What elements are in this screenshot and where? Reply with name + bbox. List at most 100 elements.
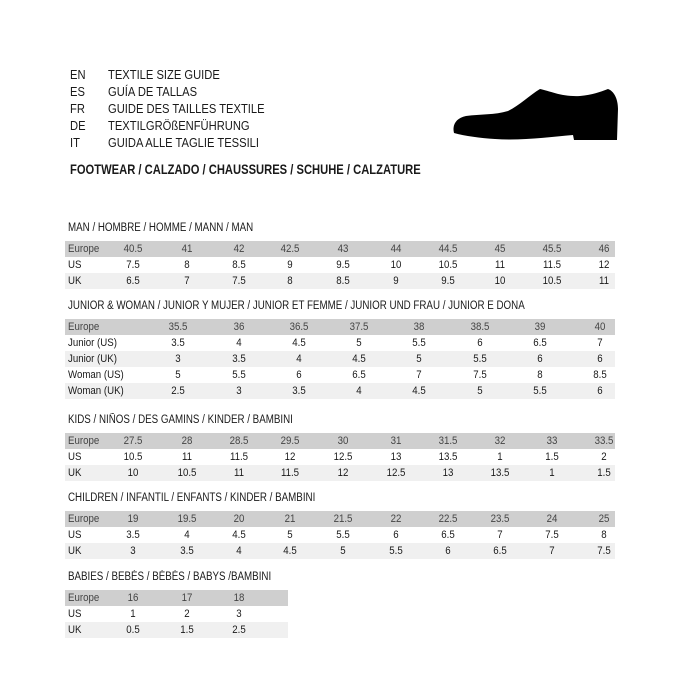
row-label: UK [68, 467, 82, 479]
row-label: Junior (US) [68, 337, 117, 349]
table-row: UK 0.5 1.5 2.5 [65, 622, 288, 638]
size-table-kids: Europe 27.5 28 28.5 29.5 30 31 31.5 32 33 33.5 US 10… [65, 433, 615, 481]
size-cell: 5.5 [412, 337, 426, 349]
size-cell: 3 [175, 353, 181, 365]
size-cell: 1.5 [545, 451, 559, 463]
language-code: ES [70, 84, 85, 99]
size-cell: 11.5 [229, 451, 249, 463]
size-cell: 7 [549, 545, 555, 557]
table-row: Woman (US) 5 5.5 6 6.5 7 7.5 8 8.5 [65, 367, 615, 383]
size-cell: 9.5 [441, 275, 455, 287]
size-cell: 46 [598, 243, 610, 255]
size-cell: 2 [184, 608, 190, 620]
size-cell: 45 [494, 243, 506, 255]
table-header-row: Europe 19 19.5 20 21 21.5 22 22.5 23.5 24 25 [65, 511, 615, 527]
table-header-row: Europe 40.5 41 42 42.5 43 44 44.5 45 45.5 46 [65, 241, 615, 257]
size-cell: 10 [494, 275, 506, 287]
size-cell: 12.5 [333, 451, 353, 463]
size-cell: 44 [390, 243, 402, 255]
size-cell: 19.5 [177, 513, 197, 525]
size-cell: 7 [416, 369, 422, 381]
size-cell: 4.5 [283, 545, 297, 557]
size-cell: 4 [296, 353, 302, 365]
row-label: Europe [68, 243, 100, 255]
size-cell: 40 [594, 321, 606, 333]
size-cell: 3.5 [180, 545, 194, 557]
size-cell: 40.5 [123, 243, 143, 255]
size-cell: 2.5 [232, 624, 246, 636]
size-cell: 10.5 [438, 259, 458, 271]
size-cell: 1 [130, 608, 136, 620]
size-cell: 28 [181, 435, 193, 447]
footwear-heading: FOOTWEAR / CALZADO / CHAUSSURES / SCHUHE… [70, 161, 421, 177]
size-cell: 5.5 [473, 353, 487, 365]
size-cell: 27.5 [123, 435, 143, 447]
size-cell: 36 [233, 321, 245, 333]
size-cell: 42 [233, 243, 245, 255]
size-cell: 10.5 [123, 451, 143, 463]
size-cell: 4 [356, 385, 362, 397]
row-label: Europe [68, 435, 100, 447]
size-cell: 6 [393, 529, 399, 541]
size-cell: 16 [127, 592, 139, 604]
size-cell: 6 [296, 369, 302, 381]
size-cell: 22 [390, 513, 402, 525]
row-label: Woman (US) [68, 369, 124, 381]
size-cell: 4 [236, 337, 242, 349]
size-cell: 7.5 [473, 369, 487, 381]
size-cell: 5 [477, 385, 483, 397]
section-title-man: MAN / HOMBRE / HOMME / MANN / MAN [68, 222, 254, 234]
size-cell: 24 [546, 513, 558, 525]
size-cell: 21.5 [333, 513, 353, 525]
size-cell: 5.5 [533, 385, 547, 397]
size-cell: 13 [442, 467, 454, 479]
size-cell: 3.5 [126, 529, 140, 541]
size-cell: 8 [287, 275, 293, 287]
size-cell: 8.5 [336, 275, 350, 287]
size-cell: 3.5 [171, 337, 185, 349]
size-cell: 2.5 [171, 385, 185, 397]
table-row: Junior (UK) 3 3.5 4 4.5 5 5.5 6 6 [65, 351, 615, 367]
size-cell: 1.5 [180, 624, 194, 636]
size-cell: 3 [236, 608, 242, 620]
size-cell: 7.5 [126, 259, 140, 271]
size-cell: 39 [534, 321, 546, 333]
size-cell: 9 [287, 259, 293, 271]
size-cell: 10.5 [542, 275, 562, 287]
size-cell: 4.5 [292, 337, 306, 349]
size-cell: 6 [445, 545, 451, 557]
size-cell: 4.5 [352, 353, 366, 365]
size-cell: 29.5 [280, 435, 300, 447]
size-cell: 2 [601, 451, 607, 463]
size-cell: 7 [184, 275, 190, 287]
section-title-kids: KIDS / NIÑOS / DES GAMINS / KINDER / BAM… [68, 414, 293, 426]
size-cell: 6.5 [493, 545, 507, 557]
size-cell: 30 [337, 435, 349, 447]
size-cell: 31.5 [438, 435, 458, 447]
size-cell: 12 [598, 259, 610, 271]
size-cell: 4 [184, 529, 190, 541]
table-row: US 7.5 8 8.5 9 9.5 10 10.5 11 11.5 12 [65, 257, 615, 273]
size-cell: 6.5 [352, 369, 366, 381]
size-cell: 36.5 [289, 321, 309, 333]
size-cell: 12 [284, 451, 296, 463]
size-cell: 17 [181, 592, 193, 604]
size-cell: 10 [127, 467, 139, 479]
table-row: US 3.5 4 4.5 5 5.5 6 6.5 7 7.5 8 [65, 527, 615, 543]
language-code: DE [70, 118, 86, 133]
size-cell: 13.5 [438, 451, 458, 463]
language-code: EN [70, 67, 86, 82]
section-title-junior-woman: JUNIOR & WOMAN / JUNIOR Y MUJER / JUNIOR… [68, 300, 525, 312]
size-table-babies: Europe 16 17 18 US 1 2 3 UK 0.5 1.5 2.5 [65, 590, 288, 638]
size-cell: 28.5 [229, 435, 249, 447]
row-label: US [68, 608, 82, 620]
size-table-junior-woman: Europe 35.5 36 36.5 37.5 38 38.5 39 40 Junior (US… [65, 319, 615, 399]
guide-title: GUIDA ALLE TAGLIE TESSILI [108, 135, 260, 150]
table-row: Woman (UK) 2.5 3 3.5 4 4.5 5 5.5 6 [65, 383, 615, 399]
size-cell: 5 [340, 545, 346, 557]
size-cell: 41 [181, 243, 193, 255]
size-cell: 5.5 [232, 369, 246, 381]
size-cell: 6.5 [533, 337, 547, 349]
size-cell: 6 [477, 337, 483, 349]
size-cell: 38 [413, 321, 425, 333]
